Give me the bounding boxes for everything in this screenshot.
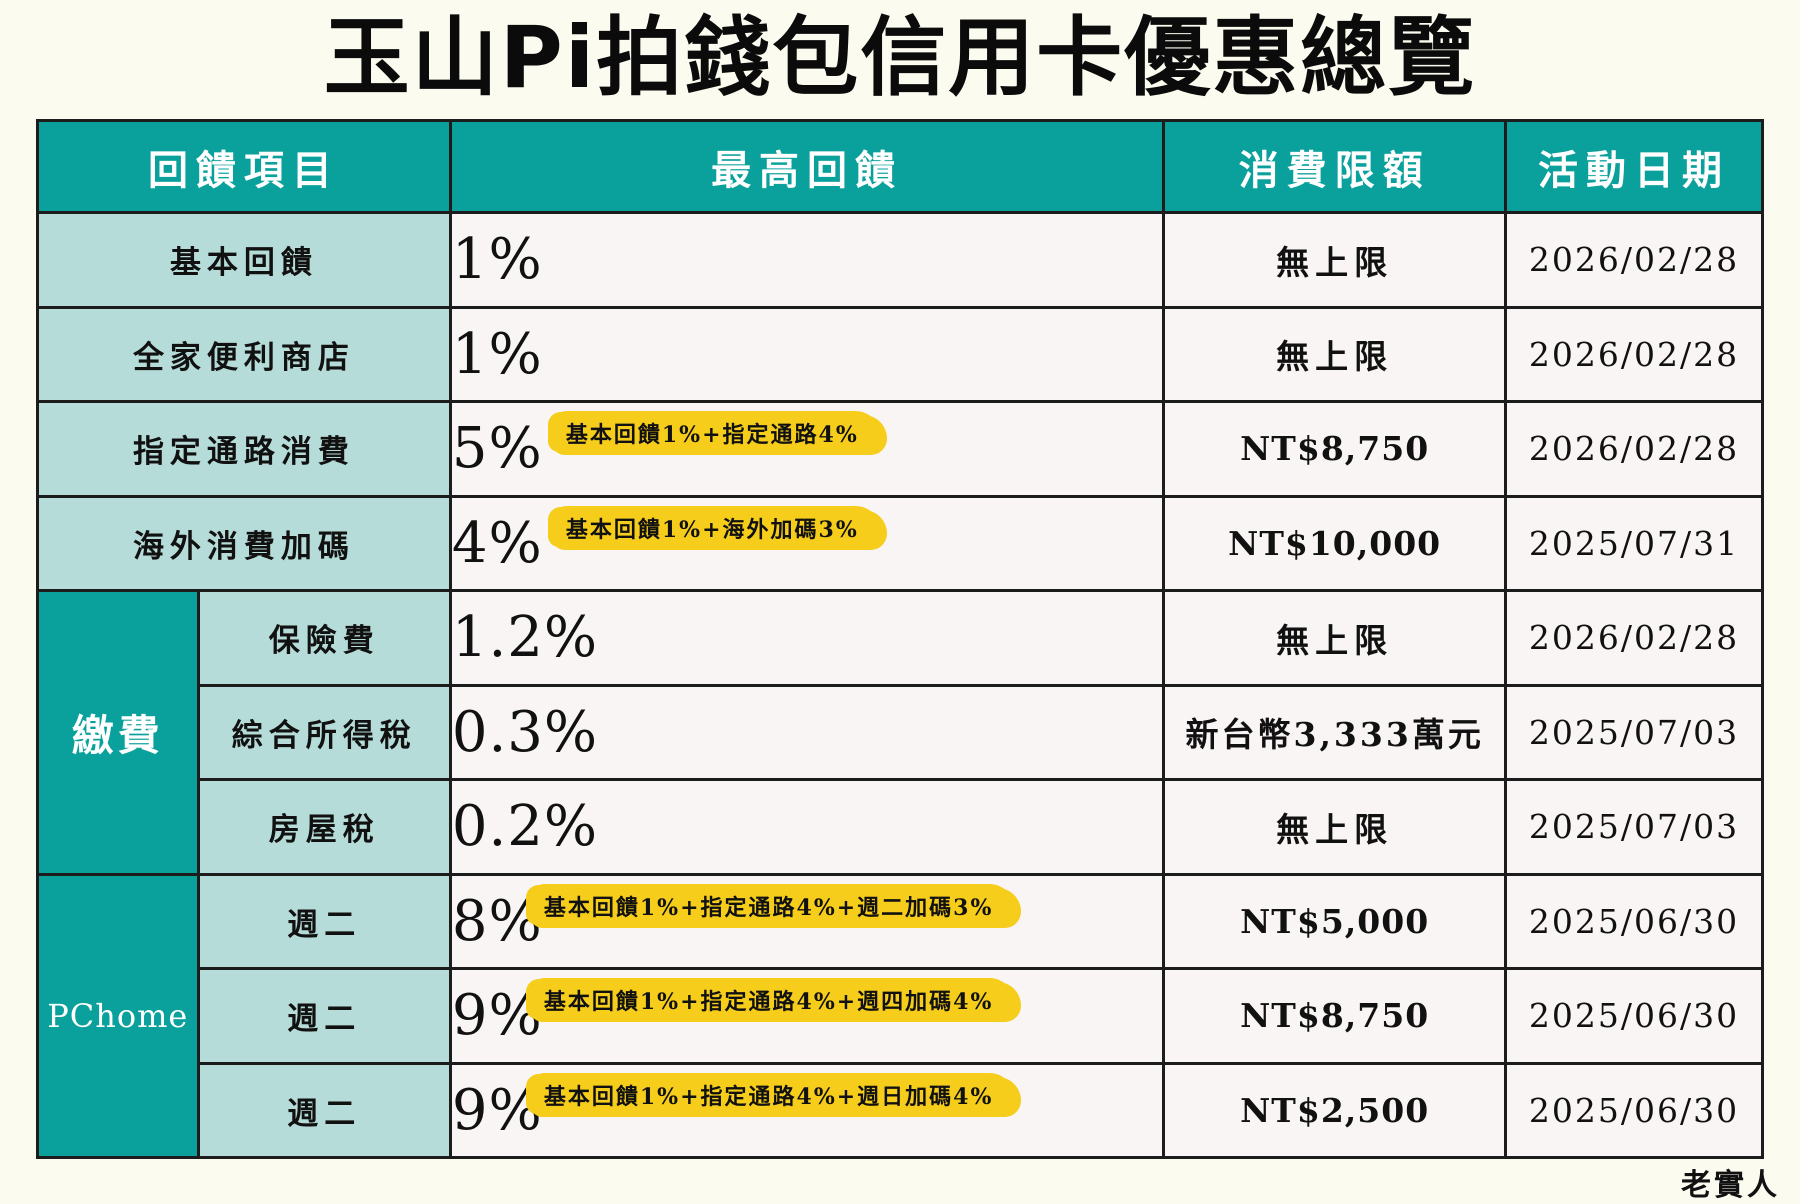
header-max-rebate: 最高回饋: [448, 119, 1166, 214]
rate-value: 9%: [451, 1077, 543, 1143]
limit-cell: NT$10,000: [1162, 494, 1508, 592]
date-cell: 2026/02/28: [1504, 305, 1764, 403]
row-category: 海外消費加碼: [36, 494, 452, 592]
rate-cell: 1.2%: [448, 589, 1166, 687]
rate-value: 1%: [451, 321, 543, 387]
rate-cell: 9% 基本回饋1%+指定通路4%+週四加碼4%: [448, 967, 1166, 1065]
header-row: 回饋項目 最高回饋 消費限額 活動日期: [36, 119, 1764, 214]
rate-cell: 1%: [448, 305, 1166, 403]
table-row: 海外消費加碼 4% 基本回饋1%+海外加碼3% NT$10,000 2025/07…: [36, 494, 1764, 592]
limit-cell: 無上限: [1162, 778, 1508, 876]
rate-value: 4%: [451, 510, 543, 576]
table-row: 週二 9% 基本回饋1%+指定通路4%+週四加碼4% NT$8,750 2025/…: [38, 967, 1764, 1065]
date-cell: 2025/06/30: [1504, 1061, 1764, 1159]
rate-cell: 8% 基本回饋1%+指定通路4%+週二加碼3%: [448, 872, 1166, 970]
row-category: 週二: [196, 872, 452, 970]
row-category: 全家便利商店: [36, 305, 452, 403]
group-label-payment: 繳費: [36, 589, 200, 876]
rate-value: 8%: [451, 888, 543, 954]
rebate-breakdown-note: 基本回饋1%+指定通路4%+週日加碼4%: [529, 1072, 1016, 1117]
limit-cell: NT$8,750: [1162, 400, 1508, 498]
rebate-breakdown-note: 基本回饋1%+指定通路4%+週四加碼4%: [529, 978, 1016, 1022]
limit-cell: 無上限: [1162, 211, 1508, 309]
rebate-breakdown-note: 基本回饋1%+指定通路4%: [551, 411, 881, 455]
rate-value: 1%: [451, 227, 543, 293]
header-event-date: 活動日期: [1504, 119, 1764, 214]
table-row: 繳費 保險費 1.2% 無上限 2026/02/28: [36, 589, 1764, 876]
rate-cell: 1%: [448, 211, 1166, 309]
limit-cell: NT$2,500: [1162, 1061, 1508, 1159]
date-cell: 2025/06/30: [1504, 872, 1764, 970]
table-row: 全家便利商店 1% 無上限 2026/02/28: [36, 305, 1764, 403]
row-category: 週二: [196, 967, 452, 1065]
date-cell: 2026/02/28: [1504, 211, 1764, 309]
rate-value: 5%: [451, 416, 543, 482]
limit-cell: 無上限: [1162, 589, 1508, 687]
rate-value: 9%: [451, 983, 543, 1049]
limit-cell: NT$5,000: [1162, 872, 1508, 970]
limit-cell: 新台幣3,333萬元: [1162, 683, 1508, 781]
rate-value: 0.2%: [451, 794, 599, 860]
author-signature: 老實人: [1681, 1168, 1780, 1203]
table-row: PChome 週二 8% 基本回饋1%+指定通路4%+週二加碼3% NT$5,00…: [36, 872, 1764, 1159]
row-category: 房屋稅: [196, 778, 452, 876]
limit-cell: NT$8,750: [1162, 967, 1508, 1065]
date-cell: 2025/07/03: [1504, 683, 1764, 781]
row-category: 指定通路消費: [36, 400, 452, 498]
rate-cell: 9% 基本回饋1%+指定通路4%+週日加碼4%: [448, 1061, 1166, 1159]
row-category: 綜合所得稅: [196, 683, 452, 781]
header-item: 回饋項目: [36, 119, 452, 214]
table-row: 週二 9% 基本回饋1%+指定通路4%+週日加碼4% NT$2,500 2025/…: [38, 1061, 1764, 1159]
table-row: 房屋稅 0.2% 無上限 2025/07/03: [38, 778, 1764, 876]
row-category: 保險費: [196, 589, 452, 687]
rate-value: 0.3%: [451, 699, 599, 765]
row-category: 週二: [196, 1061, 452, 1159]
group-label-pchome: PChome: [36, 872, 200, 1159]
row-category: 基本回饋: [36, 211, 452, 309]
page-title: 玉山Pi拍錢包信用卡優惠總覽: [323, 8, 1477, 108]
rate-cell: 0.3%: [448, 683, 1166, 781]
offers-table: 回饋項目 最高回饋 消費限額 活動日期 基本回饋 1% 無上限 2026/02/…: [36, 119, 1764, 1159]
rebate-breakdown-note: 基本回饋1%+海外加碼3%: [551, 505, 881, 550]
date-cell: 2025/06/30: [1504, 967, 1764, 1065]
limit-cell: 無上限: [1162, 305, 1508, 403]
rebate-breakdown-note: 基本回饋1%+指定通路4%+週二加碼3%: [529, 883, 1016, 928]
header-spending-limit: 消費限額: [1162, 119, 1508, 214]
date-cell: 2026/02/28: [1504, 400, 1764, 498]
table-row: 基本回饋 1% 無上限 2026/02/28: [36, 211, 1764, 309]
rate-cell: 5% 基本回饋1%+指定通路4%: [448, 400, 1166, 498]
date-cell: 2025/07/31: [1504, 494, 1764, 592]
table-row: 綜合所得稅 0.3% 新台幣3,333萬元 2025/07/03: [38, 683, 1764, 781]
rate-cell: 0.2%: [448, 778, 1166, 876]
table-row: 指定通路消費 5% 基本回饋1%+指定通路4% NT$8,750 2026/02/…: [36, 400, 1764, 498]
rate-value: 1.2%: [451, 605, 599, 671]
date-cell: 2025/07/03: [1504, 778, 1764, 876]
date-cell: 2026/02/28: [1504, 589, 1764, 687]
rate-cell: 4% 基本回饋1%+海外加碼3%: [448, 494, 1166, 592]
